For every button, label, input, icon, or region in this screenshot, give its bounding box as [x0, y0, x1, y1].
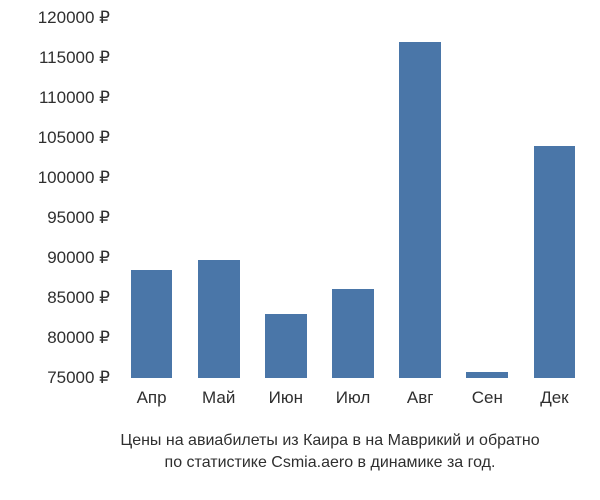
plot-area: [118, 18, 588, 378]
y-tick-label: 105000 ₽: [38, 128, 110, 148]
bar: [332, 289, 374, 378]
caption-line: по статистике Csmia.aero в динамике за г…: [60, 452, 600, 474]
x-tick-label: Май: [202, 388, 235, 408]
y-axis: 75000 ₽80000 ₽85000 ₽90000 ₽95000 ₽10000…: [0, 18, 110, 378]
price-chart: 75000 ₽ 80000 ₽ 85000 ₽ 90000 ₽ 95000 ₽ 10000…: [0, 0, 600, 500]
x-tick-label: Дек: [540, 388, 568, 408]
y-tick-label: 80000 ₽: [47, 328, 110, 348]
x-tick-label: Апр: [137, 388, 167, 408]
bar: [399, 42, 441, 378]
y-tick-label: 90000 ₽: [47, 248, 110, 268]
y-tick-label: 85000 ₽: [47, 288, 110, 308]
bar: [198, 260, 240, 378]
chart-caption: Цены на авиабилеты из Каира в на Маврики…: [60, 430, 600, 473]
x-tick-label: Июл: [336, 388, 371, 408]
bar: [534, 146, 576, 378]
y-tick-label: 75000 ₽: [47, 368, 110, 388]
bar: [131, 270, 173, 378]
x-tick-label: Июн: [269, 388, 303, 408]
y-tick-label: 100000 ₽: [38, 168, 110, 188]
caption-line: Цены на авиабилеты из Каира в на Маврики…: [60, 430, 600, 452]
bar: [265, 314, 307, 378]
y-tick-label: 115000 ₽: [39, 48, 110, 68]
y-tick-label: 110000 ₽: [39, 88, 110, 108]
y-tick-label: 120000 ₽: [38, 8, 110, 28]
x-tick-label: Сен: [472, 388, 503, 408]
y-tick-label: 95000 ₽: [47, 208, 110, 228]
x-tick-label: Авг: [407, 388, 434, 408]
bar: [466, 372, 508, 378]
